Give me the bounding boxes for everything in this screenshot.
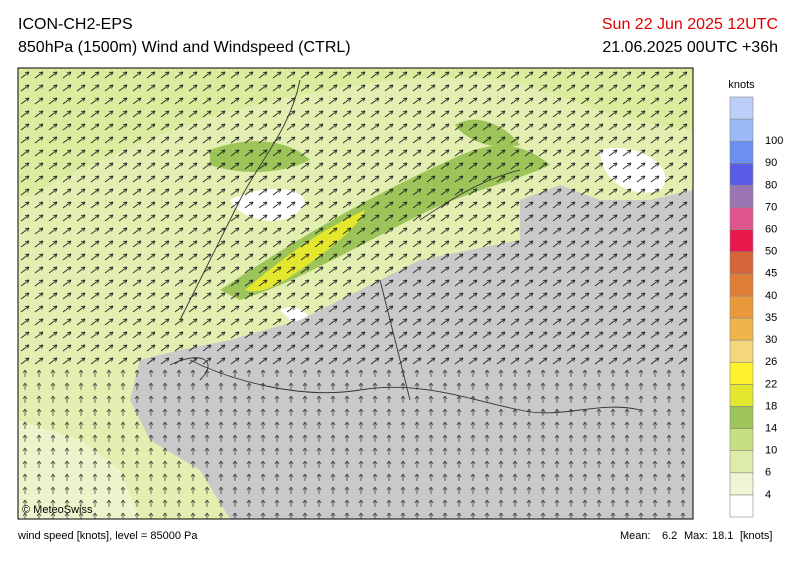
mean-label: Mean: bbox=[620, 530, 651, 542]
legend-swatch bbox=[729, 450, 754, 474]
legend-label: 90 bbox=[765, 157, 777, 169]
legend-swatch bbox=[729, 428, 754, 451]
legend-label: 30 bbox=[765, 334, 777, 346]
legend-swatch bbox=[729, 295, 754, 319]
max-label: Max: bbox=[684, 530, 708, 542]
legend-swatch bbox=[729, 317, 754, 341]
legend-label: 80 bbox=[765, 179, 777, 191]
map: © MeteoSwiss bbox=[18, 68, 693, 519]
legend-label: 40 bbox=[765, 290, 777, 302]
legend-label: 18 bbox=[765, 400, 777, 412]
legend-swatch bbox=[729, 118, 754, 142]
copyright: © MeteoSwiss bbox=[22, 504, 93, 516]
legend-swatch bbox=[729, 207, 754, 230]
legend-swatch bbox=[729, 406, 754, 429]
valid-time: Sun 22 Jun 2025 12UTC bbox=[602, 16, 778, 33]
legend-swatch bbox=[729, 185, 754, 208]
legend-label: 14 bbox=[765, 422, 777, 434]
legend-swatch bbox=[729, 494, 754, 518]
legend-label: 35 bbox=[765, 312, 777, 324]
legend-swatch bbox=[729, 140, 754, 164]
legend-label: 100 bbox=[765, 135, 783, 147]
run-time: 21.06.2025 00UTC +36h bbox=[602, 39, 778, 56]
max-value: 18.1 bbox=[712, 530, 733, 542]
footer-unit: [knots] bbox=[740, 530, 772, 542]
legend-label: 10 bbox=[765, 445, 777, 457]
legend-swatch bbox=[729, 273, 754, 297]
footer-description: wind speed [knots], level = 85000 Pa bbox=[17, 530, 198, 542]
legend-label: 50 bbox=[765, 246, 777, 258]
wind-arrows bbox=[18, 68, 693, 368]
legend-label: 6 bbox=[765, 467, 771, 479]
legend: knots 4 6 10 14 18 22 26 30 35 40 45 50 60 70 80 90 100 bbox=[728, 79, 783, 518]
mean-value: 6.2 bbox=[662, 530, 677, 542]
legend-label: 70 bbox=[765, 201, 777, 213]
border bbox=[169, 79, 641, 414]
legend-swatch bbox=[729, 251, 754, 275]
legend-label: 45 bbox=[765, 268, 777, 280]
legend-swatch bbox=[729, 384, 754, 407]
map-frame bbox=[17, 67, 694, 520]
legend-swatch bbox=[729, 163, 754, 186]
legend-swatch bbox=[729, 361, 754, 385]
model-name: ICON-CH2-EPS bbox=[18, 16, 133, 33]
map-title: 850hPa (1500m) Wind and Windspeed (CTRL) bbox=[18, 39, 351, 56]
legend-swatch bbox=[729, 339, 754, 363]
legend-label: 22 bbox=[765, 378, 777, 390]
legend-swatch bbox=[729, 472, 754, 496]
legend-label: 60 bbox=[765, 224, 777, 236]
wind-arrows bbox=[18, 368, 693, 519]
legend-unit: knots bbox=[728, 79, 755, 91]
legend-label: 4 bbox=[765, 489, 771, 501]
legend-swatch bbox=[729, 96, 754, 120]
legend-label: 26 bbox=[765, 356, 777, 368]
legend-swatch bbox=[729, 229, 754, 253]
